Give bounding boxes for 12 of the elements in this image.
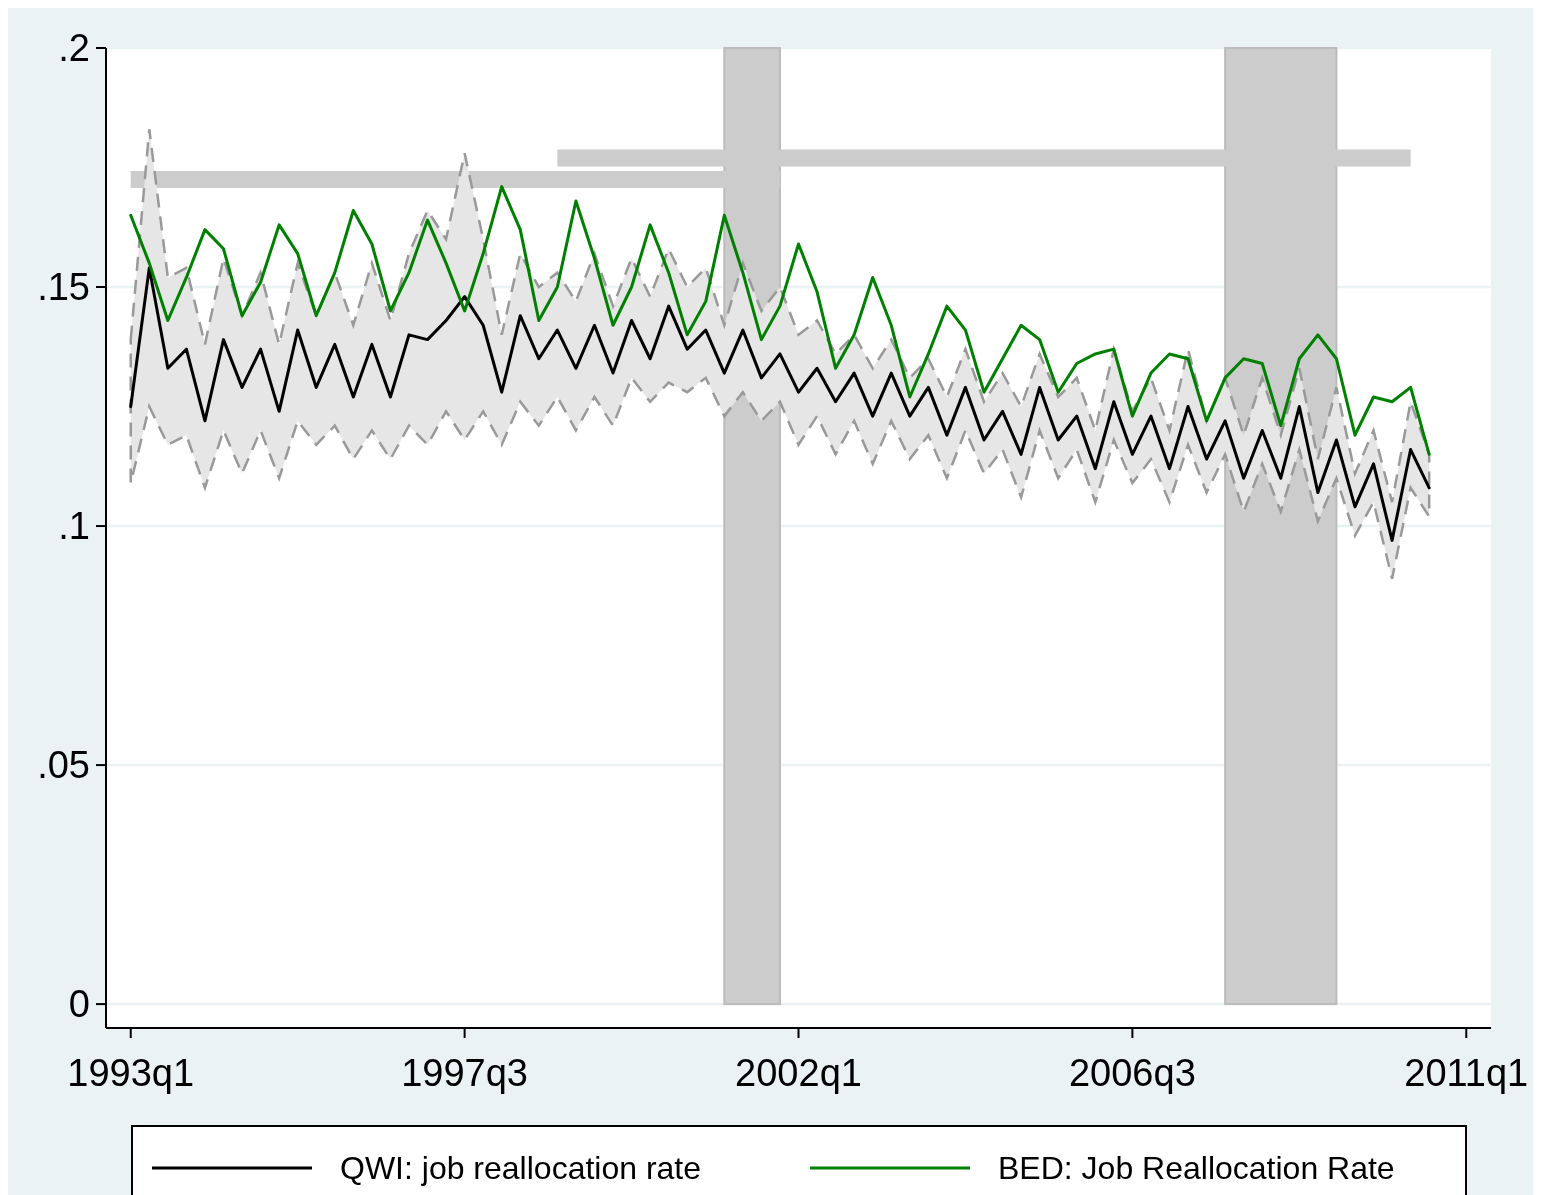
- x-tick-label: 1993q1: [67, 1052, 195, 1094]
- y-tick-label: .1: [58, 505, 90, 548]
- x-tick-label: 2011q1: [1404, 1052, 1529, 1094]
- y-tick-label: .15: [37, 266, 90, 309]
- x-tick-label: 1997q3: [401, 1052, 529, 1094]
- y-tick-label: .2: [58, 27, 90, 70]
- y-tick-label: .05: [37, 744, 90, 787]
- y-tick-label: 0: [68, 983, 90, 1026]
- legend-label: BED: Job Reallocation Rate: [998, 1150, 1395, 1187]
- legend-label: QWI: job reallocation rate: [340, 1150, 702, 1187]
- x-tick-label: 2002q1: [735, 1052, 862, 1094]
- x-tick-label: 2006q3: [1068, 1052, 1196, 1094]
